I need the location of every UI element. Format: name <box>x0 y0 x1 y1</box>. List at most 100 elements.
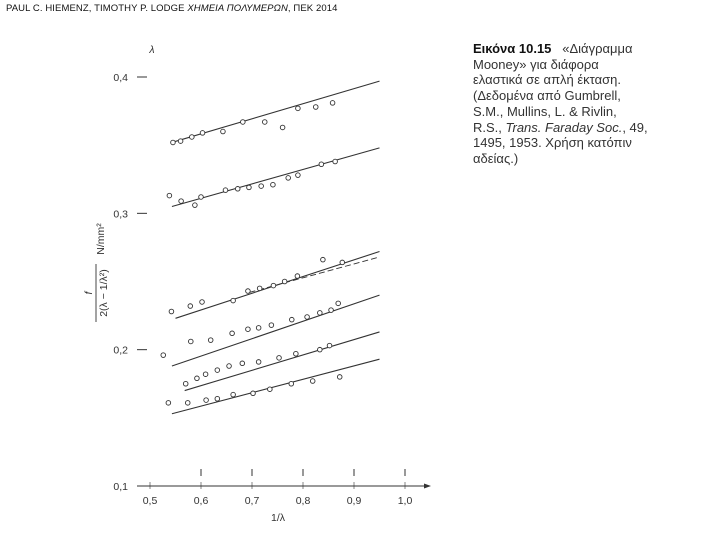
top-axis-lambda-label: λ <box>148 44 154 56</box>
caption-line-6: R.S., Trans. Faraday Soc., 49, <box>473 120 708 136</box>
caption-journal: Trans. Faraday Soc. <box>505 119 623 135</box>
y-axis-label: f 2(λ − 1/λ²) N/mm² <box>83 223 110 322</box>
caption-line-7: 1495, 1953. Χρήση κατόπιν <box>473 135 632 151</box>
data-point <box>276 355 282 361</box>
data-point <box>317 310 323 316</box>
data-point <box>229 330 235 337</box>
data-point <box>289 316 295 323</box>
data-point <box>335 300 341 307</box>
data-point <box>230 297 236 304</box>
data-point <box>320 256 326 263</box>
x-tick-label: 0,5 <box>143 495 158 507</box>
y-tick-label: 0,1 <box>113 481 128 493</box>
data-point <box>214 395 221 402</box>
data-point <box>295 105 301 112</box>
header-book-title: ΧΗΜΕΙΑ ΠΟΛΥΜΕΡΩΝ <box>187 3 288 14</box>
caption-figure-number: Εικόνα 10.15 <box>473 41 552 56</box>
data-point <box>295 172 301 178</box>
data-point <box>234 186 241 192</box>
data-point <box>182 381 189 387</box>
data-point <box>309 378 316 384</box>
y-tick-label: 0,3 <box>113 208 128 220</box>
x-tick-label: 1,0 <box>398 495 413 507</box>
data-point <box>293 351 299 357</box>
data-point <box>199 299 205 305</box>
data-point <box>332 158 338 165</box>
data-point <box>326 342 333 349</box>
caption-line-1: Εικόνα 10.15 «Διάγραμμα <box>473 41 708 57</box>
data-point <box>246 184 252 191</box>
data-point <box>336 374 343 380</box>
data-point <box>279 124 286 131</box>
data-point <box>258 183 264 189</box>
data-point <box>294 273 301 279</box>
caption-line-6-post: , 49, <box>622 119 648 135</box>
data-point <box>239 360 246 367</box>
data-point <box>240 119 246 125</box>
caption-line-8: αδείας.) <box>473 150 519 166</box>
data-point <box>189 134 195 140</box>
data-point <box>270 181 276 188</box>
caption-line-5: S.M., Mullins, L. & Rivlin, <box>473 103 617 119</box>
data-point <box>166 192 173 199</box>
data-point <box>288 381 295 387</box>
data-point <box>329 100 336 106</box>
x-tick-label: 0,7 <box>245 495 260 507</box>
data-point <box>170 139 176 146</box>
data-point <box>255 325 262 331</box>
y-tick-label: 0,4 <box>113 72 128 84</box>
fit-line <box>184 331 380 392</box>
data-point <box>230 391 236 398</box>
caption-line-3: ελαστικά σε απλή έκταση. <box>473 72 622 88</box>
data-point <box>318 161 325 168</box>
data-point <box>262 119 268 125</box>
fit-line <box>171 147 380 208</box>
fit-line <box>171 358 380 415</box>
y-tick-label: 0,2 <box>113 345 128 357</box>
data-point <box>317 346 323 353</box>
data-point <box>255 359 262 365</box>
data-point <box>304 314 310 320</box>
data-point <box>268 322 275 328</box>
header-authors: PAUL C. HIEMENZ, TIMOTHY P. LODGE <box>6 3 185 14</box>
x-axis-arrow <box>424 483 431 489</box>
data-point <box>245 326 251 332</box>
data-point <box>160 352 167 358</box>
data-point <box>199 130 206 136</box>
data-point <box>313 104 319 110</box>
y-axis-label-numerator: f <box>83 290 95 294</box>
dashed-fit-line <box>249 256 380 293</box>
y-axis-label-denominator: 2(λ − 1/λ²) <box>98 269 110 317</box>
caption-line-1-text: «Διάγραμμα <box>562 41 633 56</box>
data-point <box>285 175 291 181</box>
figure-caption: Εικόνα 10.15 «Διάγραμμα Mooney» για διάφ… <box>473 41 708 167</box>
x-tick-label: 0,6 <box>194 495 209 507</box>
book-header: PAUL C. HIEMENZ, TIMOTHY P. LODGE ΧΗΜΕΙΑ… <box>6 3 338 14</box>
data-point <box>187 303 194 309</box>
data-point <box>328 307 334 313</box>
data-point <box>256 285 263 292</box>
x-tick-label: 0,9 <box>347 495 362 507</box>
axes: 0,5 0,6 0,7 0,8 0,9 1,0 0,1 0,2 0,3 0,4 <box>113 72 431 507</box>
data-point <box>245 288 251 294</box>
data-point <box>203 397 209 403</box>
data-point <box>188 338 194 345</box>
data-point <box>168 308 175 315</box>
caption-line-4: (Δεδομένα από Gumbrell, <box>473 88 621 104</box>
data-point <box>177 138 184 144</box>
x-tick-label: 0,8 <box>296 495 311 507</box>
data-point <box>202 371 209 377</box>
data-point <box>220 128 226 135</box>
data-point <box>178 198 184 204</box>
data-point <box>339 259 346 266</box>
caption-line-6-pre: R.S., <box>473 119 506 135</box>
data-point <box>250 390 256 397</box>
data-point <box>194 375 200 382</box>
data-point <box>198 194 204 200</box>
axis-labels: 1/λ λ f 2(λ − 1/λ²) N/mm² <box>83 44 286 524</box>
data-point <box>281 278 288 285</box>
data-point <box>226 363 232 369</box>
data-point <box>165 400 172 406</box>
data-point <box>207 337 214 343</box>
